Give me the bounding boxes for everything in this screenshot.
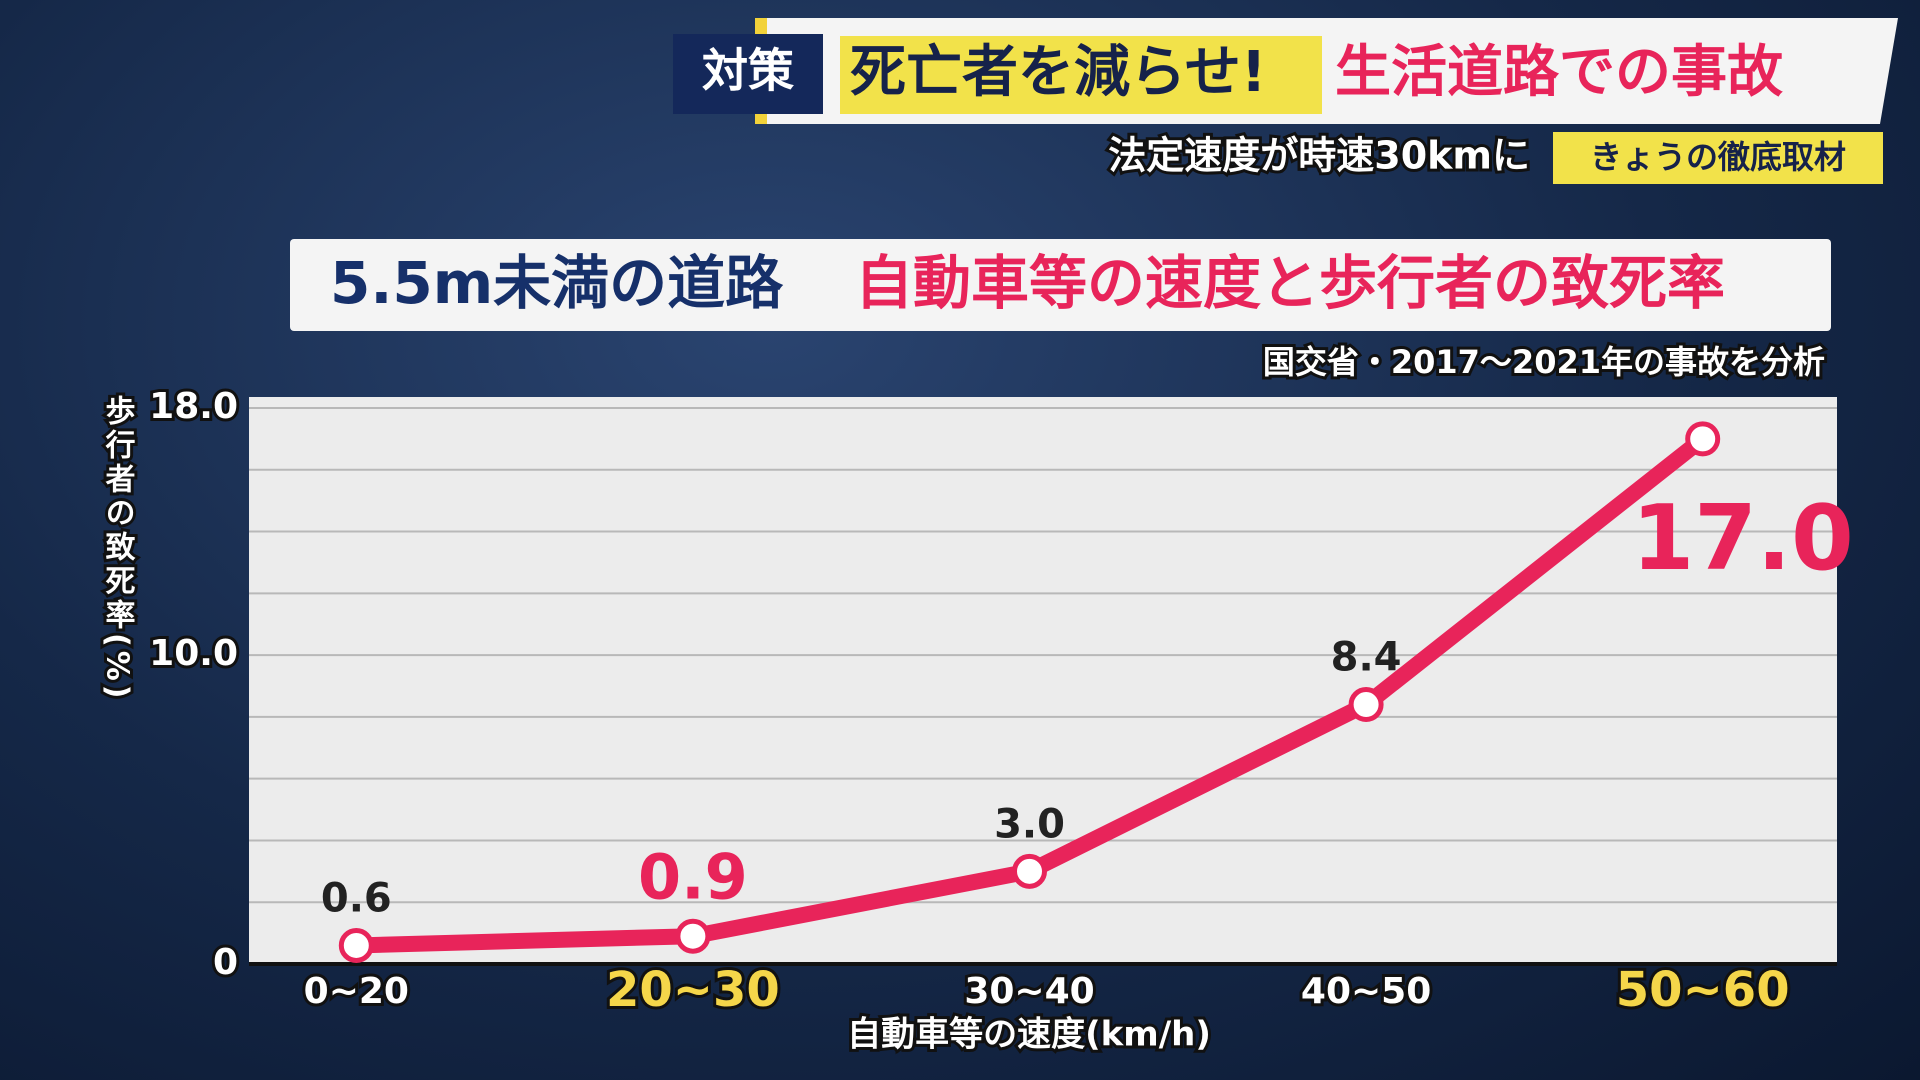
chart-title-sub: 自動車等の速度と歩行者の致死率 [855,249,1725,317]
y-tick-label: 18.0 [149,386,238,427]
tag: 対策 [702,44,794,98]
value-label: 17.0 [1632,486,1854,591]
headline-sub: 生活道路での事故 [1335,40,1783,105]
x-tick-label: 0~20 [304,971,409,1012]
marker [1348,687,1384,723]
title-box [290,239,1831,331]
x-axis-label: 自動車等の速度(km/h) [847,1015,1211,1055]
value-label: 0.9 [638,840,748,913]
value-label: 8.4 [1331,635,1402,681]
headline: 死亡者を減らせ! [850,40,1266,105]
marker [1685,421,1721,457]
value-label: 0.6 [321,875,392,921]
caption: 法定速度が時速30kmに [1108,134,1530,178]
chart-subtitle: 国交省・2017～2021年の事故を分析 [1263,343,1825,381]
chart-title: 5.5m未満の道路 [330,249,784,317]
headline-box [840,36,1322,114]
y-axis-label: 歩行者の致死率(%) [97,392,140,705]
corner-box [1553,132,1883,184]
x-tick-label: 50~60 [1616,962,1790,1018]
y-axis-label-text: 歩行者の致死率(%) [100,395,137,702]
y-tick-label: 0 [213,942,238,983]
x-tick-label: 40~50 [1301,971,1431,1012]
value-label: 3.0 [994,801,1065,847]
marker [675,918,711,954]
marker [338,927,374,963]
tag-box [673,34,823,114]
marker [1012,853,1047,889]
corner: きょうの徹底取材 [1590,138,1846,176]
x-tick-label: 30~40 [964,971,1094,1012]
x-tick-label: 20~30 [606,962,780,1018]
y-tick-label: 10.0 [149,633,238,674]
